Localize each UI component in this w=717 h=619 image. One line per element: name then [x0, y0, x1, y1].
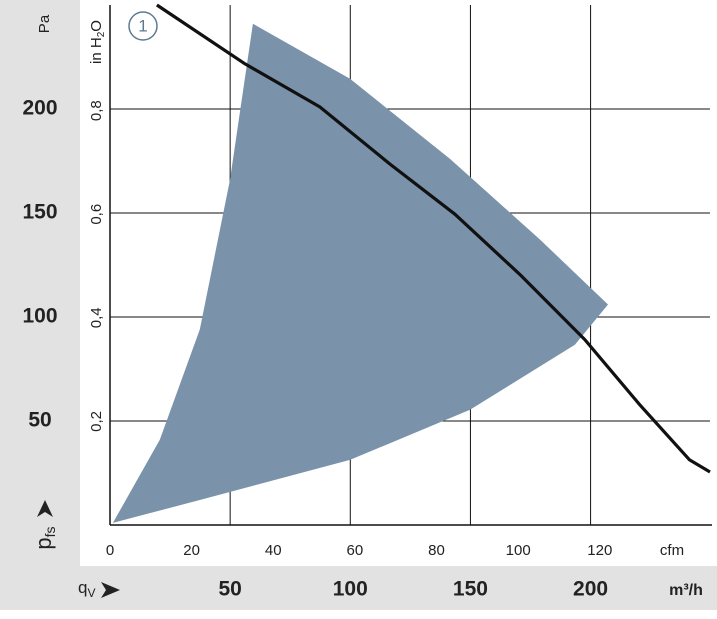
- x2-arrow: [101, 582, 120, 598]
- y2-tick-label: 0,2: [88, 411, 105, 432]
- x2-label: qV: [78, 578, 95, 600]
- annotation: 1: [138, 16, 147, 35]
- x-tick-label: 80: [428, 542, 445, 559]
- x2-unit: m³/h: [669, 582, 703, 599]
- x-unit: cfm: [660, 542, 684, 559]
- x2-tick-label: 50: [218, 578, 241, 601]
- left-panel: [0, 0, 80, 610]
- y2-tick-label: 0,8: [88, 100, 105, 121]
- bottom-panel: [0, 566, 717, 610]
- y2-tick-label: 0,4: [88, 307, 105, 328]
- y-unit: Pa: [36, 14, 53, 33]
- x2-tick-label: 100: [333, 578, 368, 601]
- y2-label-part: in H: [88, 37, 105, 64]
- x-tick-label: 40: [265, 542, 282, 559]
- y-tick-label: 50: [28, 409, 51, 432]
- fan-curve: [156, 3, 711, 474]
- y-label-main: p: [31, 537, 56, 549]
- y2-label-sub: 2: [96, 31, 107, 37]
- y-tick-label: 100: [22, 305, 57, 328]
- x-tick-label: 0: [106, 542, 114, 559]
- x2-label-main: q: [78, 578, 87, 597]
- y-label-sub: fs: [42, 526, 58, 537]
- y-arrow: [37, 500, 53, 517]
- y-tick-label: 200: [22, 97, 57, 120]
- x2-label-sub: V: [87, 586, 95, 600]
- x-tick-label: 60: [347, 542, 364, 559]
- plot-marks: [112, 3, 711, 523]
- x2-tick-label: 150: [453, 578, 488, 601]
- y2-tick-label: 0,6: [88, 204, 105, 225]
- y-tick-label: 150: [22, 201, 57, 224]
- y2-label: in H2O: [88, 20, 107, 64]
- y-label: pfs: [31, 526, 58, 549]
- x2-tick-label: 200: [573, 578, 608, 601]
- x-tick-label: 20: [183, 542, 200, 559]
- x-tick-label: 100: [506, 542, 531, 559]
- annotation-circle: [128, 11, 158, 41]
- x-tick-label: 120: [587, 542, 612, 559]
- operating-range: [112, 23, 609, 523]
- y2-label-part: O: [88, 20, 105, 32]
